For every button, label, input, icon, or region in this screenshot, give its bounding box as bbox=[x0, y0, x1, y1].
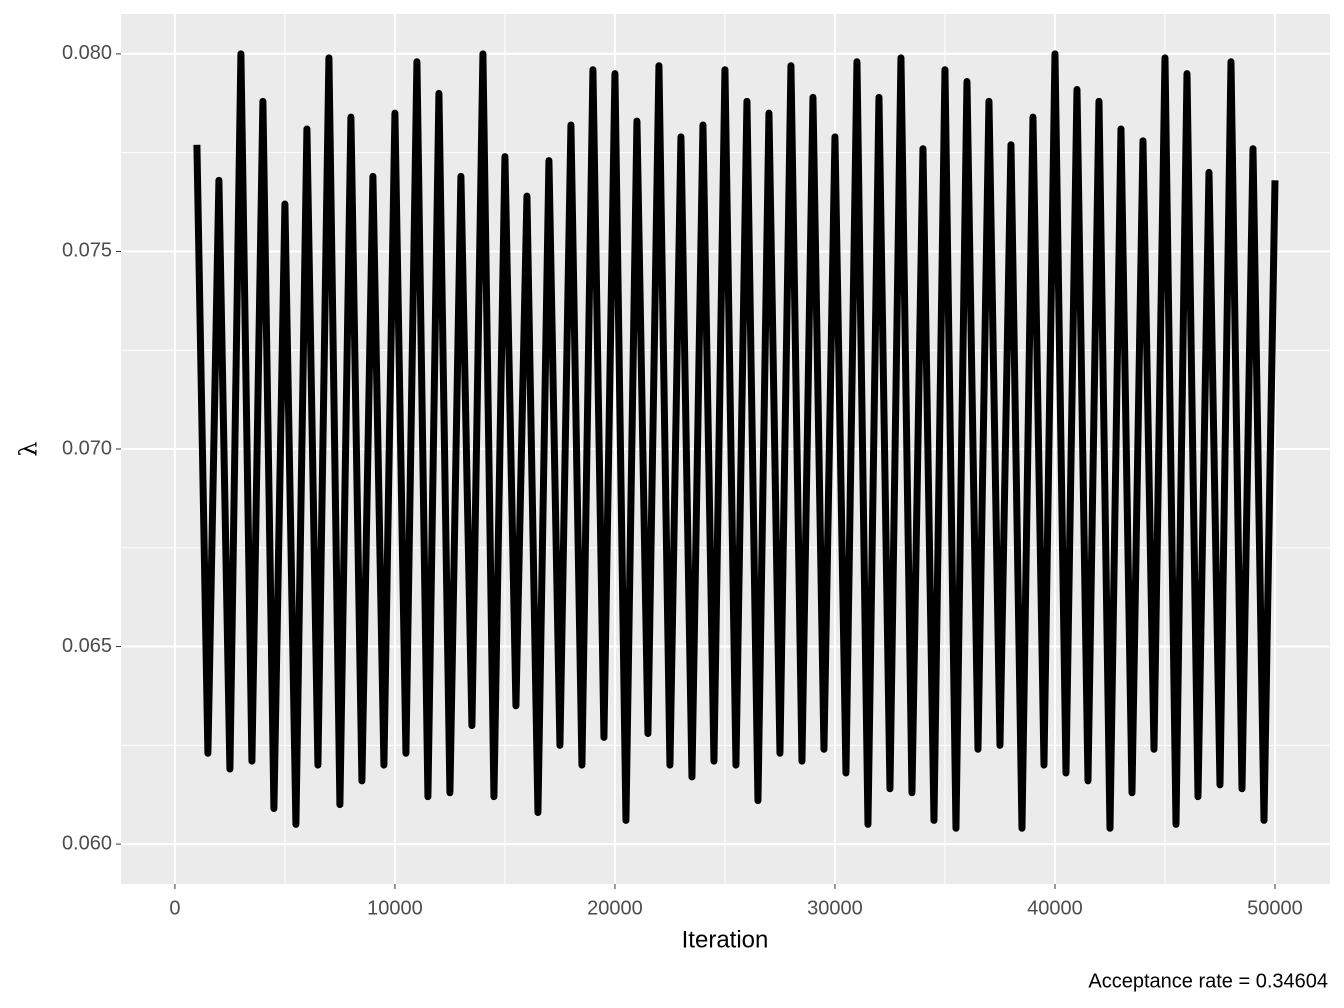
y-tick-label: 0.060 bbox=[62, 832, 112, 854]
x-tick-label: 50000 bbox=[1247, 897, 1303, 919]
x-tick-label: 20000 bbox=[587, 897, 643, 919]
trace-line bbox=[193, 50, 1279, 832]
x-tick-label: 40000 bbox=[1027, 897, 1083, 919]
x-tick-label: 0 bbox=[169, 897, 180, 919]
y-axis-title: λ bbox=[15, 441, 43, 456]
y-tick-label: 0.065 bbox=[62, 635, 112, 657]
caption: Acceptance rate = 0.34604 bbox=[1088, 970, 1328, 992]
x-tick-label: 10000 bbox=[367, 897, 423, 919]
x-axis-title: Iteration bbox=[682, 926, 769, 953]
x-tick-label: 30000 bbox=[807, 897, 863, 919]
y-tick-label: 0.075 bbox=[62, 240, 112, 262]
y-tick-label: 0.070 bbox=[62, 437, 112, 459]
marks bbox=[193, 50, 1279, 832]
y-tick-label: 0.080 bbox=[62, 42, 112, 64]
